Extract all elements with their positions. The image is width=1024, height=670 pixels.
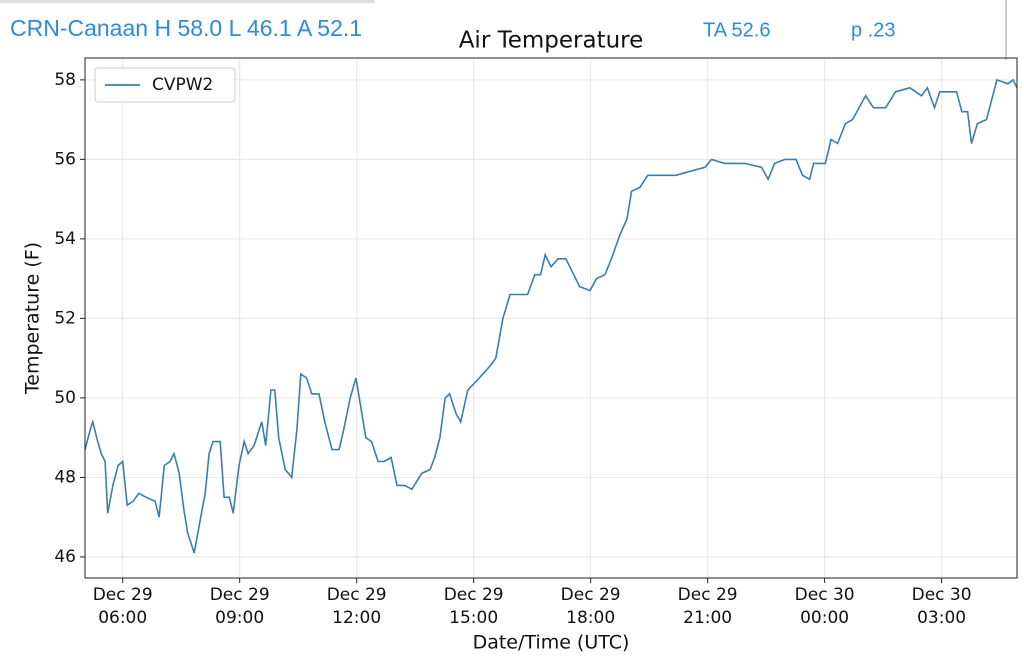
x-tick-label: 18:00 <box>566 608 615 628</box>
top-bar <box>0 0 375 3</box>
x-tick-label: Dec 29 <box>561 585 621 605</box>
x-tick-label: 21:00 <box>683 608 732 628</box>
y-tick-label: 54 <box>54 229 76 249</box>
grid <box>85 58 1017 578</box>
y-tick-label: 50 <box>54 388 76 408</box>
station-summary: CRN-Canaan H 58.0 L 46.1 A 52.1 <box>10 15 362 41</box>
plot <box>84 78 1018 554</box>
y-axis-label: Temperature (F) <box>22 242 44 395</box>
chart-title: Air Temperature <box>459 28 644 54</box>
x-tick-label: Dec 29 <box>327 585 387 605</box>
legend-box <box>94 67 236 103</box>
x-tick-label: Dec 29 <box>444 585 504 605</box>
x-tick-label: Dec 29 <box>210 585 270 605</box>
x-tick-label: Dec 29 <box>678 585 738 605</box>
x-tick-label: 09:00 <box>215 608 264 628</box>
y-tick-label: 52 <box>54 308 76 328</box>
x-tick-label: 00:00 <box>800 608 849 628</box>
y-tick-label: 56 <box>54 149 76 169</box>
y-tick-label: 46 <box>54 547 76 567</box>
x-tick-label: 03:00 <box>917 608 966 628</box>
x-tick-label: 12:00 <box>332 608 381 628</box>
y-tick-label: 58 <box>54 70 76 90</box>
x-tick-label: Dec 30 <box>912 585 972 605</box>
y-tick-label: 48 <box>54 467 76 487</box>
x-tick-label: Dec 30 <box>795 585 855 605</box>
ta-value: TA 52.6 <box>703 19 770 41</box>
x-axis-label: Date/Time (UTC) <box>473 632 630 654</box>
legend-label: CVPW2 <box>152 75 213 95</box>
p-value: p .23 <box>851 19 895 41</box>
x-tick-label: 15:00 <box>449 608 498 628</box>
x-tick-label: Dec 29 <box>93 585 153 605</box>
x-tick-label: 06:00 <box>98 608 147 628</box>
data-line <box>84 78 1018 554</box>
